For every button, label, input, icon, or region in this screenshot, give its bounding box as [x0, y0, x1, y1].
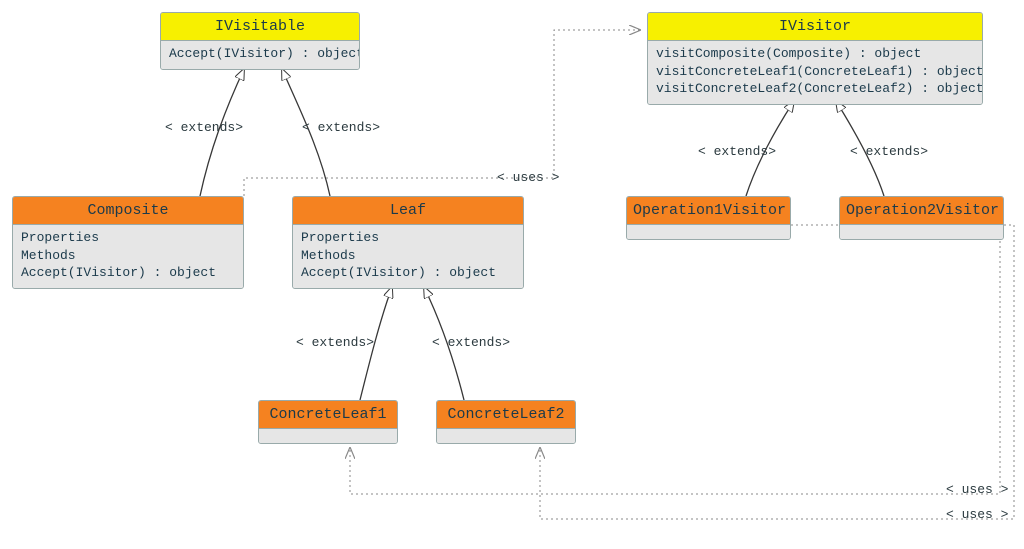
node-body — [437, 429, 575, 443]
node-body: visitComposite(Composite) : object visit… — [648, 41, 982, 104]
member: Properties — [21, 229, 235, 247]
node-body: Properties Methods Accept(IVisitor) : ob… — [293, 225, 523, 288]
node-title: Composite — [13, 197, 243, 225]
node-title: ConcreteLeaf1 — [259, 401, 397, 429]
member: Accept(IVisitor) : object — [169, 45, 351, 63]
edge-label-e1: < extends> — [165, 120, 243, 135]
member: Methods — [21, 247, 235, 265]
member: Accept(IVisitor) : object — [21, 264, 235, 282]
node-title: Leaf — [293, 197, 523, 225]
node-title: IVisitable — [161, 13, 359, 41]
edge-label-e6: < extends> — [432, 335, 510, 350]
diagram-canvas: IVisitable Accept(IVisitor) : object IVi… — [0, 0, 1024, 549]
node-cleaf2: ConcreteLeaf2 — [436, 400, 576, 444]
edge-label-e8: < uses > — [946, 482, 1008, 497]
member: Properties — [301, 229, 515, 247]
node-leaf: Leaf Properties Methods Accept(IVisitor)… — [292, 196, 524, 289]
node-cleaf1: ConcreteLeaf1 — [258, 400, 398, 444]
edge-e9 — [540, 225, 1014, 519]
member: visitComposite(Composite) : object — [656, 45, 974, 63]
node-ivisitable: IVisitable Accept(IVisitor) : object — [160, 12, 360, 70]
node-body — [627, 225, 790, 239]
node-body — [840, 225, 1003, 239]
node-op1visitor: Operation1Visitor — [626, 196, 791, 240]
edge-label-e2: < extends> — [302, 120, 380, 135]
node-body: Properties Methods Accept(IVisitor) : ob… — [13, 225, 243, 288]
edge-label-e7: < uses > — [497, 170, 559, 185]
node-title: Operation2Visitor — [840, 197, 1003, 225]
member: visitConcreteLeaf2(ConcreteLeaf2) : obje… — [656, 80, 974, 98]
edge-label-e4: < extends> — [850, 144, 928, 159]
member: visitConcreteLeaf1(ConcreteLeaf1) : obje… — [656, 63, 974, 81]
node-op2visitor: Operation2Visitor — [839, 196, 1004, 240]
node-ivisitor: IVisitor visitComposite(Composite) : obj… — [647, 12, 983, 105]
member: Methods — [301, 247, 515, 265]
node-title: Operation1Visitor — [627, 197, 790, 225]
node-title: IVisitor — [648, 13, 982, 41]
node-body: Accept(IVisitor) : object — [161, 41, 359, 69]
member: Accept(IVisitor) : object — [301, 264, 515, 282]
node-body — [259, 429, 397, 443]
node-composite: Composite Properties Methods Accept(IVis… — [12, 196, 244, 289]
edge-label-e3: < extends> — [698, 144, 776, 159]
edge-label-e9: < uses > — [946, 507, 1008, 522]
edge-label-e5: < extends> — [296, 335, 374, 350]
node-title: ConcreteLeaf2 — [437, 401, 575, 429]
